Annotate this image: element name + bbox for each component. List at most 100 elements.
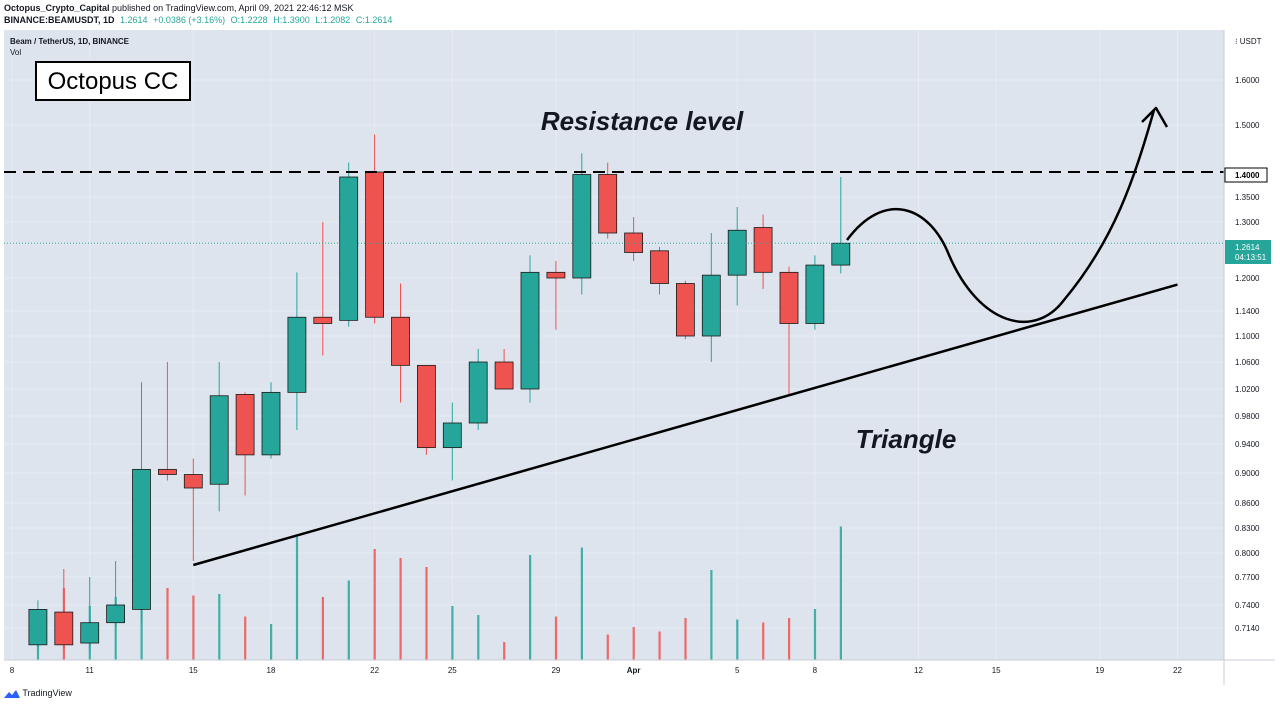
candle-body xyxy=(676,283,695,337)
volume-bar xyxy=(114,597,117,660)
countdown-text: 04:13:51 xyxy=(1235,253,1267,262)
price-tick-label: 0.7400 xyxy=(1235,601,1260,610)
volume-bar xyxy=(788,618,791,660)
volume-bar xyxy=(425,567,428,660)
volume-bar xyxy=(295,537,299,660)
candle-body xyxy=(106,604,125,624)
volume-bar xyxy=(166,588,169,660)
time-tick-label: Apr xyxy=(627,666,641,675)
candle-body xyxy=(54,611,74,646)
legend-pair: Beam / TetherUS, 1D, BINANCE xyxy=(10,37,130,46)
candle-body xyxy=(650,250,669,284)
resistance-price-text: 1.4000 xyxy=(1235,171,1260,180)
candle-body xyxy=(365,171,385,318)
ohlc-row: BINANCE:BEAMUSDT, 1D 1.2614 +0.0386 (+3.… xyxy=(4,14,1274,26)
time-tick-label: 8 xyxy=(10,666,15,675)
watermark-box xyxy=(35,61,191,101)
volume-bar xyxy=(606,634,609,660)
price-tick-label: 0.9400 xyxy=(1235,440,1260,449)
volume-bar xyxy=(347,580,350,660)
price-tick-label: 0.8300 xyxy=(1235,524,1260,533)
price-axis-unit: ⁝ USDT xyxy=(1235,37,1262,46)
published-info: published on TradingView.com, April 09, … xyxy=(112,3,354,13)
candle-body xyxy=(753,227,773,273)
volume-bar xyxy=(580,547,583,660)
volume-bar xyxy=(451,606,454,660)
chart-header: Octopus_Crypto_Capital published on Trad… xyxy=(4,2,1274,26)
volume-bar xyxy=(399,558,402,660)
high-value: H:1.3900 xyxy=(273,15,310,25)
time-tick-label: 15 xyxy=(189,666,198,675)
candle-body xyxy=(183,474,203,489)
time-axis[interactable]: 8 11 15 18 22 25 29 Apr 5 8 12 15 19 22 xyxy=(10,666,1183,675)
time-tick-label: 29 xyxy=(551,666,560,675)
candle-body xyxy=(416,364,436,449)
price-tick-label: 1.0200 xyxy=(1235,385,1260,394)
volume-bar xyxy=(762,622,765,660)
price-chart[interactable]: 0.7140 0.7400 0.7700 0.8000 0.8300 0.8600 0.90… xyxy=(4,30,1275,685)
candles xyxy=(28,134,851,650)
tradingview-logo-icon xyxy=(4,690,20,699)
low-value: L:1.2082 xyxy=(315,15,351,25)
candle-body xyxy=(779,271,799,324)
candle-body xyxy=(261,391,281,456)
volume-bar xyxy=(321,597,324,660)
price-tick-label: 1.3000 xyxy=(1235,218,1260,227)
volume-bar xyxy=(477,615,480,660)
volume-bar xyxy=(503,642,506,660)
resistance-price-tag xyxy=(1224,167,1268,183)
price-tick-label: 1.0600 xyxy=(1235,358,1260,367)
candle-body xyxy=(701,274,721,337)
candle-body xyxy=(572,174,592,279)
volume-bar xyxy=(710,570,713,660)
time-tick-label: 18 xyxy=(267,666,276,675)
price-tick-label: 1.2000 xyxy=(1235,274,1260,283)
candle-body xyxy=(831,242,851,266)
time-tick-label: 11 xyxy=(86,666,95,675)
price-axis[interactable]: 0.7140 0.7400 0.7700 0.8000 0.8300 0.8600 0.90… xyxy=(1235,76,1260,633)
volume-bar xyxy=(813,609,817,660)
time-tick-label: 8 xyxy=(813,666,818,675)
time-tick-label: 5 xyxy=(735,666,740,675)
footer: TradingView xyxy=(4,688,72,699)
footer-brand[interactable]: TradingView xyxy=(22,688,72,698)
price-tick-label: 0.8000 xyxy=(1235,549,1260,558)
volume-bar xyxy=(554,616,558,660)
volume-bar xyxy=(736,619,739,660)
time-tick-label: 22 xyxy=(1173,666,1182,675)
time-tick-label: 15 xyxy=(992,666,1001,675)
volume-bar xyxy=(140,609,143,660)
price-tick-label: 0.7700 xyxy=(1235,573,1260,582)
last-price-tag xyxy=(1225,240,1271,264)
open-value: O:1.2228 xyxy=(230,15,268,25)
candle-body xyxy=(494,361,514,390)
time-tick-label: 19 xyxy=(1095,666,1104,675)
candle-body xyxy=(287,316,307,393)
watermark-text: Octopus CC xyxy=(48,68,179,95)
author-name[interactable]: Octopus_Crypto_Capital xyxy=(4,3,110,13)
price-tick-label: 1.3500 xyxy=(1235,193,1260,202)
volume-bar xyxy=(192,595,195,660)
candle-body xyxy=(520,271,540,390)
candle-body xyxy=(391,316,410,366)
time-tick-label: 12 xyxy=(914,666,923,675)
change-value: +0.0386 (+3.16%) xyxy=(153,15,226,25)
candle-body xyxy=(80,622,100,644)
triangle-support-line xyxy=(192,283,1178,567)
candle-body xyxy=(132,468,151,610)
price-tick-label: 1.6000 xyxy=(1235,76,1260,85)
volume-bar xyxy=(658,631,661,660)
volume-bar xyxy=(270,624,273,660)
symbol-line: BINANCE:BEAMUSDT, 1D xyxy=(4,15,115,25)
candle-body xyxy=(598,174,618,234)
price-tick-label: 0.7140 xyxy=(1235,624,1260,633)
candle-body xyxy=(28,609,48,646)
time-tick-label: 25 xyxy=(448,666,457,675)
volume-bar xyxy=(373,549,376,660)
grid xyxy=(4,30,1224,660)
chart-frame[interactable]: 0.7140 0.7400 0.7700 0.8000 0.8300 0.8600 0.90… xyxy=(4,30,1275,685)
price-tick-label: 1.5000 xyxy=(1235,121,1260,130)
drawings xyxy=(4,106,1224,567)
candle-body xyxy=(468,361,488,424)
price-tick-label: 0.9000 xyxy=(1235,469,1260,478)
